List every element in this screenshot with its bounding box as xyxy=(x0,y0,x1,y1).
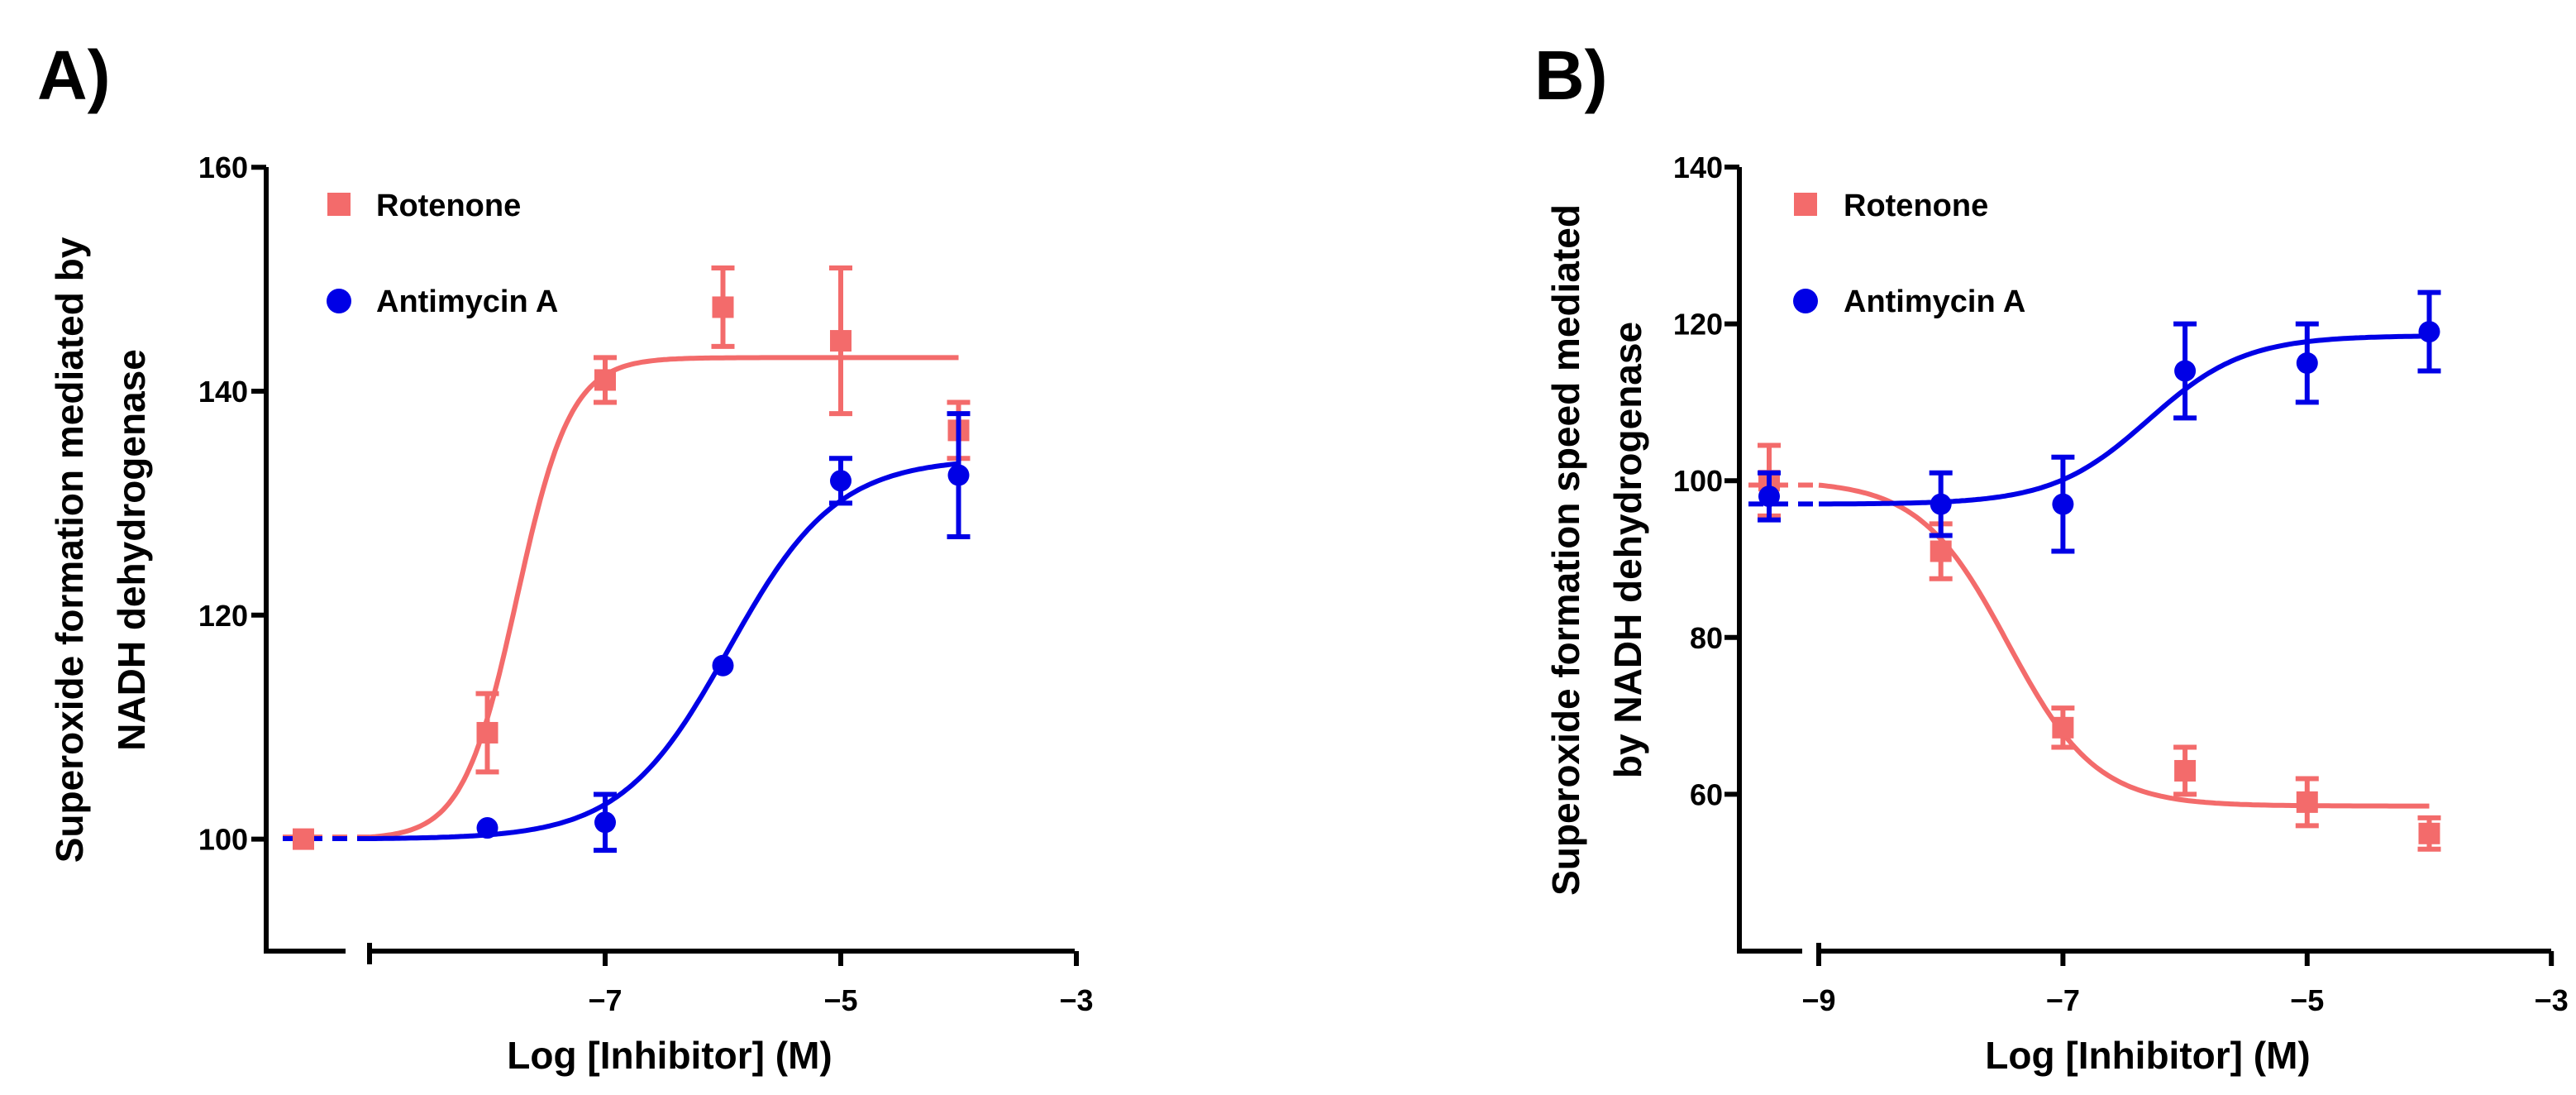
panel-a-y-tick-label: 160 xyxy=(198,151,248,184)
panel-b-marker-antimycin xyxy=(2418,321,2440,343)
panel-b-points xyxy=(1758,289,2441,852)
panel-a-marker-antimycin xyxy=(712,654,734,677)
panel-a-x-tick-label: −7 xyxy=(588,983,622,1017)
panel-b-point-antimycin xyxy=(1758,470,1781,523)
panel-b-x-tick-label: −3 xyxy=(2535,983,2569,1017)
panel-a-point-antimycin xyxy=(829,456,852,506)
panel-a-marker-rotenone xyxy=(712,296,734,318)
panel-b-marker-rotenone xyxy=(1930,540,1952,562)
panel-a-point-rotenone xyxy=(829,265,852,417)
panel-a-ylabel-line-1: Superoxide formation mediated by xyxy=(48,237,91,863)
panel-b-y-ticks: 60 80 100 120 140 xyxy=(1673,151,1739,811)
panel-b-y-tick-label: 140 xyxy=(1673,151,1723,184)
panel-a-marker-antimycin xyxy=(947,464,970,486)
panel-b-fit-rotenone xyxy=(1818,482,2430,809)
panel-a-y-ticks: 100 120 140 160 xyxy=(198,151,266,857)
panel-a-points xyxy=(293,265,971,854)
panel-a-legend-antimycin-marker xyxy=(327,289,351,313)
panel-a-x-tick-label: −3 xyxy=(1059,983,1093,1017)
panel-b-point-rotenone xyxy=(2173,744,2197,797)
panel-a-legend: Rotenone Antimycin A xyxy=(327,189,558,319)
panel-b-point-antimycin xyxy=(2173,321,2197,421)
panel-b-marker-rotenone xyxy=(2052,716,2074,739)
panel-b-ylabel-line-2: by NADH dehydrogenase xyxy=(1606,322,1649,778)
panel-b-y-tick-label: 80 xyxy=(1690,621,1723,655)
panel-a-fit-curves xyxy=(283,355,959,842)
panel-b-x-tick-label: −7 xyxy=(2046,983,2080,1017)
panel-b-x-tick-label: −5 xyxy=(2290,983,2324,1017)
panel-b-axis-left xyxy=(1737,167,1802,954)
panel-a-marker-rotenone xyxy=(476,721,499,744)
panel-a-x-ticks: −7 −5 −3 xyxy=(588,951,1094,1017)
panel-a-marker-antimycin xyxy=(830,470,852,492)
panel-a-point-antimycin xyxy=(712,654,734,677)
panel-a-point-antimycin xyxy=(947,411,971,540)
panel-a-x-tick-label: −5 xyxy=(823,983,857,1017)
panel-a-y-tick-label: 120 xyxy=(198,599,248,633)
panel-a-legend-antimycin-label: Antimycin A xyxy=(376,285,558,319)
panel-a-xlabel: Log [Inhibitor] (M) xyxy=(507,1034,832,1077)
panel-a-axis-left xyxy=(264,167,346,954)
panel-a-marker-antimycin xyxy=(476,817,499,839)
panel-b-point-rotenone xyxy=(2417,815,2441,852)
panel-b-y-tick-label: 120 xyxy=(1673,308,1723,342)
panel-b-ylabel-line-1: Superoxide formation speed mediated xyxy=(1544,204,1587,896)
panel-a-y-tick-label: 100 xyxy=(198,823,248,857)
panel-a-point-rotenone xyxy=(293,828,314,850)
panel-a-point-rotenone xyxy=(594,355,617,405)
panel-b-xlabel: Log [Inhibitor] (M) xyxy=(1985,1034,2310,1077)
panel-b-point-rotenone xyxy=(2295,776,2319,829)
panel-a-marker-rotenone xyxy=(594,369,616,391)
panel-a-fit-antimycin xyxy=(370,461,959,841)
panel-b-fit-curves xyxy=(1748,333,2430,809)
panel-b-marker-antimycin xyxy=(1930,493,1952,515)
panel-a-point-antimycin xyxy=(476,817,499,839)
panel-b-marker-antimycin xyxy=(2296,352,2318,374)
panel-b-legend-antimycin-label: Antimycin A xyxy=(1844,285,2025,319)
panel-a-point-rotenone xyxy=(711,265,735,349)
panel-a-letter: A) xyxy=(37,36,111,114)
panel-b-legend-antimycin-marker xyxy=(1793,289,1818,313)
panel-b-marker-antimycin xyxy=(2174,360,2197,382)
panel-a-marker-rotenone xyxy=(830,330,852,352)
panel-b-marker-rotenone xyxy=(2296,791,2318,813)
panel-b-point-antimycin xyxy=(1929,470,1953,538)
panel-a-legend-rotenone-label: Rotenone xyxy=(376,189,521,223)
panel-b-point-antimycin xyxy=(2051,454,2075,554)
panel-b-point-rotenone xyxy=(1929,521,1953,581)
panel-b-marker-antimycin xyxy=(2052,493,2074,515)
panel-b-marker-rotenone xyxy=(2174,759,2197,782)
panel-a-legend-rotenone-marker xyxy=(327,193,351,216)
panel-b-legend-rotenone-marker xyxy=(1794,193,1817,216)
panel-a-marker-antimycin xyxy=(594,811,616,834)
panel-a-fit-rotenone xyxy=(369,355,959,840)
panel-b-fit-antimycin xyxy=(1819,333,2430,507)
panel-b-x-tick-label: −9 xyxy=(1801,983,1835,1017)
panel-a-point-rotenone xyxy=(475,691,499,775)
panel-b-x-ticks: −9 −7 −5 −3 xyxy=(1801,951,2569,1017)
panel-a-point-antimycin xyxy=(594,791,617,854)
panel-b-y-tick-label: 60 xyxy=(1690,777,1723,811)
panel-b-marker-antimycin xyxy=(1758,485,1780,508)
panel-b-point-antimycin xyxy=(2417,289,2441,374)
panel-b-legend-rotenone-label: Rotenone xyxy=(1844,189,1988,223)
panel-a: A) Superoxide formation mediated by NADH… xyxy=(37,36,1094,1077)
panel-a-marker-rotenone xyxy=(293,828,314,850)
panel-b-marker-rotenone xyxy=(2418,822,2440,844)
panel-b-y-tick-label: 100 xyxy=(1673,464,1723,498)
panel-b-letter: B) xyxy=(1534,36,1608,114)
panel-b-point-antimycin xyxy=(2295,321,2319,405)
panel-b-legend: Rotenone Antimycin A xyxy=(1793,189,2025,319)
panel-b: B) Superoxide formation speed mediated b… xyxy=(1534,36,2569,1077)
panel-b-point-rotenone xyxy=(2051,705,2075,750)
panel-a-ylabel-line-2: NADH dehydrogenase xyxy=(110,349,153,751)
panel-a-y-tick-label: 140 xyxy=(198,375,248,409)
